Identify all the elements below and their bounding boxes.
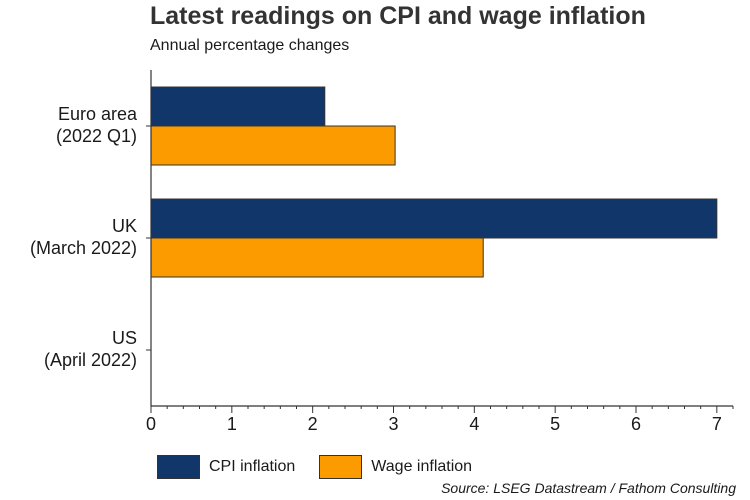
y-tick-label: UK bbox=[112, 216, 137, 236]
y-tick-label: US bbox=[112, 328, 137, 348]
legend-swatch-cpi bbox=[157, 455, 200, 479]
y-tick-label: (March 2022) bbox=[30, 238, 137, 258]
bar-chart: Euro area(2022 Q1) UK(March 2022) US(April… bbox=[30, 70, 734, 434]
legend-item-wage: Wage inflation bbox=[319, 455, 472, 479]
legend-label-wage: Wage inflation bbox=[371, 458, 473, 475]
x-tick-label: 1 bbox=[227, 414, 237, 434]
x-tick-label: 7 bbox=[712, 414, 722, 434]
bar-wage-0 bbox=[150, 125, 396, 166]
x-tick-label: 6 bbox=[631, 414, 641, 434]
legend-item-cpi: CPI inflation bbox=[157, 455, 295, 479]
bar-cpi-0 bbox=[150, 86, 326, 127]
y-tick-label: (April 2022) bbox=[44, 350, 137, 370]
bar-cpi-1 bbox=[150, 198, 718, 239]
chart-subtitle: Annual percentage changes bbox=[150, 37, 350, 54]
legend-swatch-wage bbox=[319, 455, 363, 479]
x-tick-label: 0 bbox=[146, 414, 156, 434]
x-tick-label: 4 bbox=[469, 414, 479, 434]
source-note: Source: LSEG Datastream / Fathom Consult… bbox=[441, 480, 736, 496]
chart-title: Latest readings on CPI and wage inflatio… bbox=[150, 2, 646, 30]
x-tick-label: 3 bbox=[388, 414, 398, 434]
legend: CPI inflation Wage inflation bbox=[157, 455, 496, 479]
bar-wage-1 bbox=[150, 237, 484, 278]
legend-label-cpi: CPI inflation bbox=[209, 458, 296, 475]
x-tick-label: 2 bbox=[308, 414, 318, 434]
y-tick-label: (2022 Q1) bbox=[56, 126, 137, 146]
x-tick-label: 5 bbox=[550, 414, 560, 434]
y-tick-label: Euro area bbox=[58, 104, 138, 124]
